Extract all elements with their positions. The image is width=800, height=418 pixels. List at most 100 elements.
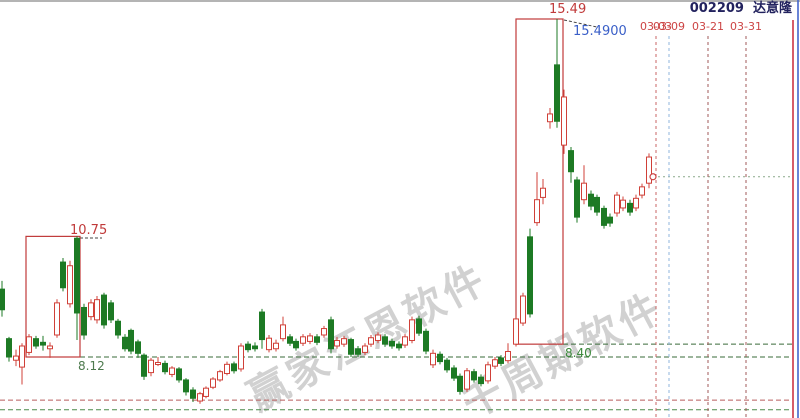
candle-body [169,367,175,375]
candle-body [620,199,626,209]
candle-body [81,306,87,336]
peak-price-tag-label: 15.4900 [573,24,627,39]
candle-body [33,338,39,347]
candle-body [646,156,652,184]
candle-body [40,341,46,346]
candle-body [314,336,320,343]
candle-body [520,295,526,324]
candle-body [176,368,182,381]
stock-title: 002209 达意隆 [690,2,792,15]
candle-body [115,320,121,336]
candle-body [122,336,128,350]
candle-body [527,236,533,315]
candle-body [67,265,73,305]
date-label-0309: 03-09 [653,20,685,33]
candle-body [60,261,66,289]
candle-body [457,375,463,392]
candle-body [128,329,134,352]
date-label-0331: 03-31 [730,20,762,33]
date-label-0321: 03-21 [692,20,724,33]
candle-body [471,371,477,381]
candle-body [94,299,100,321]
candle-body [409,319,415,341]
candle-body [74,237,80,314]
candle-body [451,367,457,379]
candle-body [54,302,60,336]
candle-body [485,364,491,382]
candle-body [148,359,154,374]
candle-body [266,337,272,351]
candle-body [478,376,484,385]
candle-body [547,113,553,123]
candle-body [402,336,408,346]
candle-body [293,340,299,349]
candle-body [47,345,53,350]
candle-body [498,357,504,364]
annotation-pointer-line [563,19,598,28]
candle-body [607,216,613,224]
candle-body [224,363,230,375]
candle-body [108,302,114,321]
candle-body [375,334,381,341]
candle-body [6,338,12,358]
candle-body [287,336,293,344]
candle-body [561,96,567,146]
candle-body [540,187,546,198]
candle-body [382,336,388,345]
candle-body [423,330,429,352]
candle-body [464,370,470,390]
candle-body [135,341,141,354]
candle-body [280,324,286,340]
candle-body [197,393,203,402]
candle-body [26,336,32,353]
date-label-0303: 03-03 [640,20,672,33]
candle-body [444,359,450,371]
candle-body [259,311,265,341]
window-top-border [0,0,800,2]
candle-body [505,350,511,362]
stock-name: 达意隆 [752,1,792,16]
candle-body [328,319,334,350]
candle-body [307,335,313,342]
candle-body [238,345,244,370]
candle-body [203,387,209,397]
candle-body [594,196,600,213]
candle-body [13,355,19,361]
last-price-marker [649,173,657,181]
candle-body [321,328,327,336]
candle-body [568,150,574,173]
peak-price-label: 15.49 [549,2,587,17]
box1-bottom-price-label: 8.12 [78,359,105,373]
candle-body [155,362,161,366]
candle-body [210,378,216,388]
candle-body [513,318,519,345]
candle-body [217,371,223,381]
candle-body [430,352,436,366]
candle-body [0,288,5,311]
candle-body [437,353,443,363]
candle-body [231,363,237,372]
candle-body [245,343,251,351]
candle-body [348,339,354,355]
candle-body [633,197,639,209]
candle-body [334,339,340,347]
candle-body [341,338,347,345]
candle-body [389,340,395,347]
candle-body [627,202,633,213]
candle-body [19,345,25,368]
candle-body [252,345,258,350]
candle-body [183,379,189,393]
candle-body [362,345,368,353]
candle-body [300,336,306,344]
stock-code: 002209 [689,1,744,16]
candle-body [416,318,422,334]
box1-top-price-label: 10.75 [70,223,108,238]
box2-bottom-price-label: 8.40 [565,346,592,360]
candle-body [601,207,607,226]
candle-body [190,389,196,399]
gann-price-box [515,18,564,345]
candle-body [141,354,147,377]
candle-body [101,294,107,326]
